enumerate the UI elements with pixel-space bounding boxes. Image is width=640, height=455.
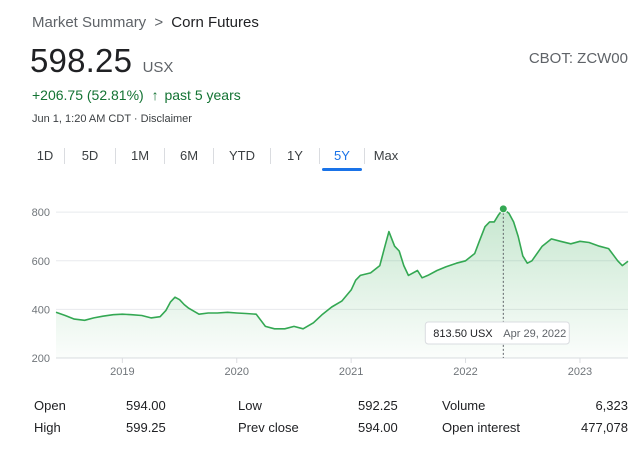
y-tick-label: 800 [32,207,50,219]
stat-value-open-interest: 477,078 [581,420,628,435]
tooltip-value: 813.50 USX [433,328,493,340]
hover-point [498,204,508,214]
stat-label-open: Open [34,398,66,413]
currency-unit: USX [142,59,174,76]
tab-divider [213,147,214,164]
change-period: past 5 years [164,87,241,103]
stats-row: Open 594.00 Low 592.25 Volume 6,323 [34,398,628,420]
x-tick-label: 2019 [110,366,134,378]
x-tick-label: 2021 [339,366,363,378]
tab-divider [319,147,320,164]
breadcrumb-separator: > [154,14,164,31]
arrow-up-icon: ↑ [151,87,159,103]
stat-label-high: High [34,420,61,435]
stat-value-low: 592.25 [358,398,398,413]
price-line [55,208,629,330]
stat-label-low: Low [238,398,262,413]
tab-divider [364,147,365,164]
stat-label-prev-close: Prev close [238,420,299,435]
x-tick-label: 2020 [225,366,249,378]
tab-divider [270,147,271,164]
tab-1y[interactable]: 1Y [287,148,303,163]
x-tick-label: 2023 [568,366,592,378]
stat-label-open-interest: Open interest [442,420,521,435]
tab-max[interactable]: Max [373,148,399,163]
tab-1d[interactable]: 1D [36,148,54,163]
stat-value-volume: 6,323 [595,398,628,413]
stat-value-open: 594.00 [126,398,166,413]
y-tick-label: 400 [32,304,50,316]
price-chart[interactable]: 200 400 600 800 2019 2020 2021 2022 2023 813.50 … [0,192,640,388]
x-tick-label: 2022 [453,366,477,378]
stat-value-high: 599.25 [126,420,166,435]
tab-5d[interactable]: 5D [81,148,99,163]
change-value: +206.75 (52.81%) [32,87,144,103]
tooltip-box [424,321,570,345]
current-price: 598.25 [30,42,133,79]
stats-table: Open 594.00 Low 592.25 Volume 6,323 High… [34,398,628,442]
ticker-symbol: CBOT: ZCW00 [528,50,628,67]
breadcrumb-market-summary[interactable]: Market Summary [32,14,147,31]
tab-divider [64,147,65,164]
tooltip-date: Apr 29, 2022 [503,328,566,340]
breadcrumb-current: Corn Futures [171,14,259,31]
y-tick-label: 600 [32,256,50,268]
range-tabs: 1D 5D 1M 6M YTD 1Y 5Y Max [26,144,407,171]
price-row: 598.25 USX [30,42,173,80]
tab-divider [115,147,116,164]
y-tick-label: 200 [32,353,50,365]
stat-label-volume: Volume [442,398,486,413]
tab-1m[interactable]: 1M [130,148,150,163]
stats-row: High 599.25 Prev close 594.00 Open inter… [34,420,628,442]
price-area-fill [56,208,628,358]
price-change: +206.75 (52.81%) ↑ past 5 years [32,87,241,103]
tab-6m[interactable]: 6M [179,148,199,163]
timestamp-disclaimer[interactable]: Jun 1, 1:20 AM CDT · Disclaimer [32,113,192,125]
tab-divider [164,147,165,164]
stat-value-prev-close: 594.00 [358,420,398,435]
tab-ytd[interactable]: YTD [229,148,255,163]
breadcrumb: Market Summary > Corn Futures [32,14,259,31]
tab-5y[interactable]: 5Y [320,144,364,171]
